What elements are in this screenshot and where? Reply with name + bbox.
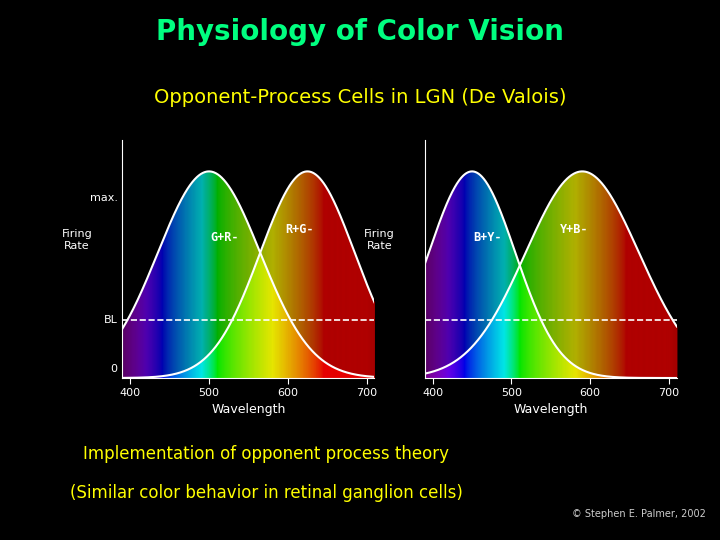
Text: max.: max.: [90, 193, 117, 204]
Text: (Similar color behavior in retinal ganglion cells): (Similar color behavior in retinal gangl…: [70, 484, 463, 502]
Text: Y+B-: Y+B-: [560, 222, 589, 236]
Text: Firing
Rate: Firing Rate: [62, 230, 92, 251]
Text: 0: 0: [111, 364, 117, 374]
X-axis label: Wavelength: Wavelength: [513, 403, 588, 416]
Text: R+G-: R+G-: [285, 222, 314, 236]
X-axis label: Wavelength: Wavelength: [211, 403, 286, 416]
Text: Firing
Rate: Firing Rate: [364, 230, 395, 251]
Text: © Stephen E. Palmer, 2002: © Stephen E. Palmer, 2002: [572, 509, 706, 519]
Text: G+R-: G+R-: [210, 231, 239, 244]
Text: Physiology of Color Vision: Physiology of Color Vision: [156, 18, 564, 46]
Text: Opponent-Process Cells in LGN (De Valois): Opponent-Process Cells in LGN (De Valois…: [154, 87, 566, 107]
Text: BL: BL: [104, 315, 117, 325]
Text: Implementation of opponent process theory: Implementation of opponent process theor…: [84, 445, 449, 463]
Text: B+Y-: B+Y-: [474, 231, 502, 244]
